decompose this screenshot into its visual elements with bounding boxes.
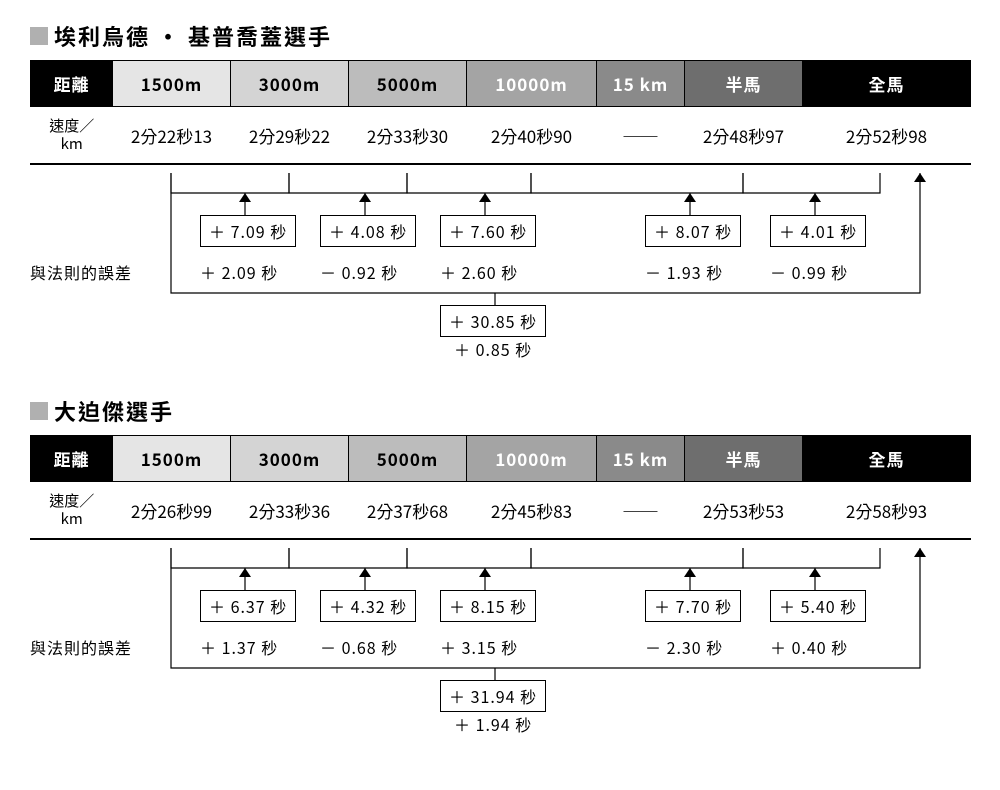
- speed-cell: 2分26秒99: [113, 482, 231, 540]
- error-text: ＋ 2.60 秒: [440, 260, 518, 284]
- diff-box: ＋ 5.40 秒: [770, 590, 866, 622]
- header-cell: 1500m: [113, 61, 231, 107]
- header-cell: 全馬: [803, 436, 971, 482]
- error-text: － 0.92 秒: [320, 260, 398, 284]
- error-row-label: 與法則的誤差: [30, 260, 132, 284]
- section-title: 大迫傑選手: [30, 395, 970, 427]
- error-text: － 2.30 秒: [645, 635, 723, 659]
- error-text: － 0.99 秒: [770, 260, 848, 284]
- total-diff-box: ＋ 31.94 秒: [440, 680, 546, 712]
- header-cell: 10000m: [467, 436, 597, 482]
- error-row-label: 與法則的誤差: [30, 635, 132, 659]
- diff-box: ＋ 4.08 秒: [320, 215, 416, 247]
- total-error-text: ＋ 1.94 秒: [454, 712, 532, 736]
- header-cell: 3000m: [231, 436, 349, 482]
- speed-cell: 2分37秒68: [349, 482, 467, 540]
- athlete-section: 大迫傑選手距離1500m3000m5000m10000m15 km半馬全馬速度／…: [30, 395, 970, 730]
- speed-cell: 2分52秒98: [803, 107, 971, 165]
- speed-cell: 2分29秒22: [231, 107, 349, 165]
- header-cell: 5000m: [349, 61, 467, 107]
- row-label: 速度／km: [31, 107, 113, 165]
- error-text: － 0.68 秒: [320, 635, 398, 659]
- diff-box: ＋ 7.09 秒: [200, 215, 296, 247]
- speed-cell: 2分33秒36: [231, 482, 349, 540]
- header-cell: 半馬: [685, 436, 803, 482]
- speed-cell: 2分33秒30: [349, 107, 467, 165]
- row-label: 速度／km: [31, 482, 113, 540]
- header-cell: 半馬: [685, 61, 803, 107]
- diff-box: ＋ 8.15 秒: [440, 590, 536, 622]
- error-text: － 1.93 秒: [645, 260, 723, 284]
- error-text: ＋ 0.40 秒: [770, 635, 848, 659]
- diff-box: ＋ 4.32 秒: [320, 590, 416, 622]
- header-cell: 全馬: [803, 61, 971, 107]
- header-cell: 10000m: [467, 61, 597, 107]
- speed-row: 速度／km2分26秒992分33秒362分37秒682分45秒83──2分53秒…: [31, 482, 971, 540]
- speed-cell: 2分40秒90: [467, 107, 597, 165]
- diff-box: ＋ 4.01 秒: [770, 215, 866, 247]
- speed-cell: 2分45秒83: [467, 482, 597, 540]
- annotation-area: ＋ 7.09 秒 ＋ 4.08 秒 ＋ 7.60 秒 ＋ 8.07 秒 ＋ 4.01 秒…: [30, 165, 970, 355]
- header-cell: 3000m: [231, 61, 349, 107]
- annotation-area: ＋ 6.37 秒 ＋ 4.32 秒 ＋ 8.15 秒 ＋ 7.70 秒 ＋ 5.40 秒…: [30, 540, 970, 730]
- header-cell: 距離: [31, 436, 113, 482]
- title-square-icon: [30, 402, 48, 420]
- speed-row: 速度／km2分22秒132分29秒222分33秒302分40秒90──2分48秒…: [31, 107, 971, 165]
- diff-box: ＋ 7.70 秒: [645, 590, 741, 622]
- speed-cell: 2分58秒93: [803, 482, 971, 540]
- pace-table: 距離1500m3000m5000m10000m15 km半馬全馬速度／km2分2…: [30, 435, 971, 540]
- speed-cell: 2分53秒53: [685, 482, 803, 540]
- speed-cell: ──: [597, 107, 685, 165]
- error-text: ＋ 1.37 秒: [200, 635, 278, 659]
- athlete-name: 大迫傑選手: [54, 395, 174, 427]
- section-title: 埃利烏德 · 基普喬蓋選手: [30, 20, 970, 52]
- header-cell: 15 km: [597, 436, 685, 482]
- header-row: 距離1500m3000m5000m10000m15 km半馬全馬: [31, 61, 971, 107]
- speed-cell: ──: [597, 482, 685, 540]
- diff-box: ＋ 8.07 秒: [645, 215, 741, 247]
- total-diff-box: ＋ 30.85 秒: [440, 305, 546, 337]
- title-square-icon: [30, 27, 48, 45]
- athlete-name: 埃利烏德 · 基普喬蓋選手: [54, 20, 332, 52]
- header-cell: 15 km: [597, 61, 685, 107]
- error-text: ＋ 2.09 秒: [200, 260, 278, 284]
- speed-cell: 2分48秒97: [685, 107, 803, 165]
- athlete-section: 埃利烏德 · 基普喬蓋選手距離1500m3000m5000m10000m15 k…: [30, 20, 970, 355]
- total-error-text: ＋ 0.85 秒: [454, 337, 532, 361]
- speed-cell: 2分22秒13: [113, 107, 231, 165]
- diff-box: ＋ 6.37 秒: [200, 590, 296, 622]
- pace-table: 距離1500m3000m5000m10000m15 km半馬全馬速度／km2分2…: [30, 60, 971, 165]
- diff-box: ＋ 7.60 秒: [440, 215, 536, 247]
- error-text: ＋ 3.15 秒: [440, 635, 518, 659]
- header-row: 距離1500m3000m5000m10000m15 km半馬全馬: [31, 436, 971, 482]
- header-cell: 1500m: [113, 436, 231, 482]
- header-cell: 距離: [31, 61, 113, 107]
- header-cell: 5000m: [349, 436, 467, 482]
